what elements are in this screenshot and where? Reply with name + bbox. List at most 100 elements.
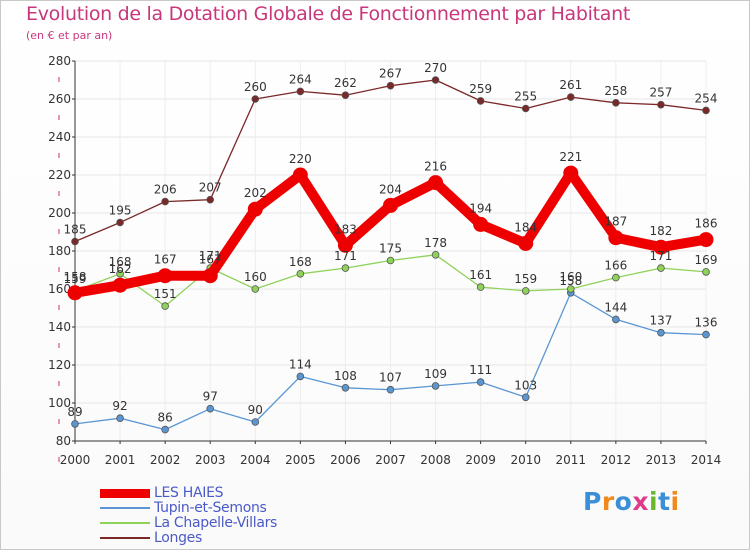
- data-label-la-chapelle-villars: 168: [289, 255, 312, 269]
- data-label-tupin-et-semons: 114: [289, 357, 312, 371]
- x-tick-label: 2004: [240, 453, 271, 467]
- data-label-longes: 270: [424, 61, 447, 75]
- data-point-les-haies: [518, 235, 534, 251]
- data-point-la-chapelle-villars: [386, 256, 395, 265]
- data-point-les-haies: [473, 216, 489, 232]
- data-label-tupin-et-semons: 97: [203, 390, 218, 404]
- data-label-les-haies: 186: [695, 217, 718, 231]
- data-label-la-chapelle-villars: 175: [379, 242, 402, 256]
- data-point-tupin-et-semons: [71, 420, 79, 428]
- legend-label-la-chapelle-villars: La Chapelle-Villars: [154, 515, 278, 531]
- x-tick-label: 2009: [465, 453, 496, 467]
- data-point-tupin-et-semons: [702, 330, 710, 339]
- data-label-longes: 258: [604, 84, 627, 98]
- data-point-les-haies: [202, 268, 218, 284]
- data-point-longes: [431, 76, 440, 84]
- data-point-tupin-et-semons: [161, 425, 169, 434]
- data-label-les-haies: 221: [559, 150, 582, 164]
- data-label-longes: 262: [334, 76, 357, 90]
- data-point-longes: [341, 91, 350, 99]
- data-label-les-haies: 202: [244, 186, 267, 200]
- data-label-la-chapelle-villars: 161: [469, 268, 492, 282]
- data-label-tupin-et-semons: 103: [514, 378, 537, 392]
- data-label-tupin-et-semons: 107: [379, 371, 402, 385]
- data-label-la-chapelle-villars: 168: [109, 255, 132, 269]
- data-label-la-chapelle-villars: 171: [199, 249, 222, 263]
- data-label-la-chapelle-villars: 151: [154, 287, 177, 301]
- x-tick-label: 2014: [691, 453, 722, 467]
- data-point-les-haies: [247, 201, 263, 217]
- data-point-la-chapelle-villars: [702, 268, 710, 276]
- y-tick-label: 280: [48, 54, 71, 68]
- data-point-longes: [251, 95, 260, 103]
- data-point-longes: [296, 87, 305, 96]
- legend-swatch-la-chapelle-villars: [100, 522, 150, 524]
- data-label-tupin-et-semons: 111: [469, 363, 492, 377]
- data-point-tupin-et-semons: [657, 328, 665, 337]
- x-tick-label: 2001: [105, 453, 136, 467]
- data-label-les-haies: 182: [649, 224, 672, 238]
- data-label-tupin-et-semons: 144: [604, 300, 627, 314]
- legend-swatch-les-haies: [100, 489, 150, 498]
- data-point-la-chapelle-villars: [251, 285, 260, 293]
- data-label-la-chapelle-villars: 169: [695, 253, 718, 267]
- data-point-longes: [657, 100, 665, 109]
- legend-item-tupin-et-semons: Tupin-et-Semons: [100, 500, 320, 516]
- data-point-la-chapelle-villars: [431, 251, 440, 259]
- data-point-les-haies: [608, 230, 624, 246]
- y-tick-label: 260: [48, 92, 71, 106]
- y-tick-label: 120: [48, 358, 71, 372]
- data-label-les-haies: 204: [379, 182, 402, 196]
- data-label-les-haies: 167: [154, 253, 177, 267]
- data-point-les-haies: [337, 237, 353, 253]
- data-label-tupin-et-semons: 137: [649, 314, 672, 328]
- x-tick-label: 2000: [60, 453, 91, 467]
- x-tick-label: 2011: [556, 453, 587, 467]
- data-point-les-haies: [563, 165, 579, 181]
- data-label-la-chapelle-villars: 160: [559, 270, 582, 284]
- x-tick-label: 2006: [330, 453, 361, 467]
- legend-label-longes: Longes: [154, 530, 202, 546]
- data-point-tupin-et-semons: [431, 382, 440, 390]
- data-point-la-chapelle-villars: [296, 269, 305, 278]
- logo-letter: o: [614, 487, 633, 516]
- y-tick-label: 200: [48, 206, 71, 220]
- data-label-longes: 207: [199, 181, 222, 195]
- data-label-la-chapelle-villars: 159: [64, 272, 87, 286]
- data-point-les-haies: [428, 175, 444, 191]
- x-tick-label: 2007: [375, 453, 406, 467]
- data-label-tupin-et-semons: 89: [67, 405, 82, 419]
- data-point-les-haies: [67, 285, 83, 301]
- data-point-tupin-et-semons: [476, 378, 485, 386]
- data-label-les-haies: 183: [334, 222, 357, 236]
- data-point-longes: [476, 97, 485, 105]
- data-point-longes: [116, 218, 124, 227]
- y-tick-label: 160: [48, 282, 71, 296]
- data-point-tupin-et-semons: [116, 414, 124, 423]
- data-point-la-chapelle-villars: [341, 264, 350, 272]
- data-label-la-chapelle-villars: 171: [334, 249, 357, 263]
- y-tick-label: 80: [56, 434, 71, 448]
- data-label-tupin-et-semons: 158: [559, 274, 582, 288]
- x-tick-label: 2003: [195, 453, 226, 467]
- data-label-les-haies: 162: [109, 262, 132, 276]
- data-point-longes: [206, 195, 215, 204]
- y-tick-label: 240: [48, 130, 71, 144]
- data-label-longes: 195: [109, 204, 132, 218]
- data-label-les-haies: 194: [469, 201, 492, 215]
- data-point-les-haies: [292, 167, 308, 183]
- data-label-la-chapelle-villars: 178: [424, 236, 447, 250]
- data-label-les-haies: 187: [604, 215, 627, 229]
- data-point-longes: [702, 106, 710, 115]
- logo-letter: r: [601, 487, 615, 516]
- logo-letter: t: [658, 487, 671, 516]
- data-label-longes: 185: [64, 223, 87, 237]
- data-label-tupin-et-semons: 136: [695, 316, 718, 330]
- legend-item-les-haies: LES HAIES: [100, 485, 320, 501]
- legend-swatch-tupin-et-semons: [100, 507, 150, 509]
- data-label-longes: 264: [289, 72, 312, 86]
- logo-letter: i: [649, 487, 659, 516]
- y-tick-label: 220: [48, 168, 71, 182]
- data-label-les-haies: 184: [514, 220, 537, 234]
